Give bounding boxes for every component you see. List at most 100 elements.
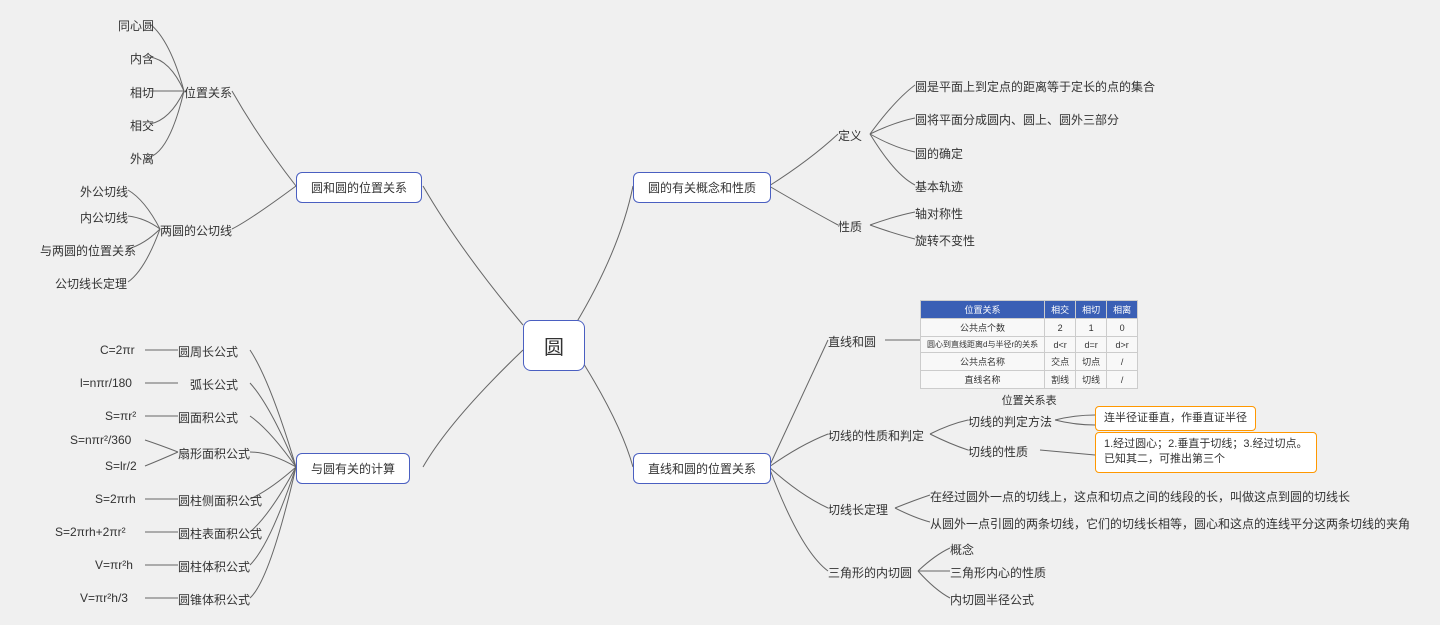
label: 圆的有关概念和性质	[648, 179, 756, 196]
position-table: 位置关系 相交 相切 相离 公共点个数210 圆心到直线距离d与半径r的关系d<…	[920, 300, 1138, 389]
leaf: 外公切线	[80, 183, 128, 200]
leaf: V=πr²h	[95, 558, 133, 572]
leaf: 与两圆的位置关系	[40, 242, 136, 259]
node-line-and-circle[interactable]: 直线和圆	[828, 333, 876, 350]
leaf: 切线的性质	[968, 443, 1028, 460]
node-circle-circle[interactable]: 圆和圆的位置关系	[296, 172, 422, 203]
callout: 1.经过圆心；2.垂直于切线；3.经过切点。 已知其二，可推出第三个	[1095, 432, 1317, 473]
leaf: 相切	[130, 84, 154, 101]
text: 弧长公式	[190, 376, 238, 393]
text: S=2πrh	[95, 492, 136, 506]
leaf: l=nπr/180	[80, 376, 132, 390]
text: 相交	[130, 117, 154, 134]
text: 圆柱体积公式	[178, 558, 250, 575]
text: 与两圆的位置关系	[40, 242, 136, 259]
leaf: S=2πrh+2πr²	[55, 525, 126, 539]
label: 圆和圆的位置关系	[311, 179, 407, 196]
node-line-circle[interactable]: 直线和圆的位置关系	[633, 453, 771, 484]
leaf: 切线的判定方法	[968, 413, 1052, 430]
leaf: 圆的确定	[915, 145, 963, 162]
leaf: 圆将平面分成圆内、圆上、圆外三部分	[915, 111, 1119, 128]
th: 相切	[1076, 301, 1107, 319]
text: 轴对称性	[915, 205, 963, 222]
node-concepts[interactable]: 圆的有关概念和性质	[633, 172, 771, 203]
leaf: 圆柱表面积公式	[178, 525, 262, 542]
text: 基本轨迹	[915, 178, 963, 195]
node-tangent-judge[interactable]: 切线的性质和判定	[828, 427, 924, 444]
leaf: S=πr²	[105, 409, 136, 423]
center-node[interactable]: 圆	[523, 320, 585, 371]
node-properties[interactable]: 性质	[838, 218, 862, 235]
td: 2	[1045, 319, 1076, 337]
label: 直线和圆的位置关系	[648, 460, 756, 477]
leaf: 弧长公式	[190, 376, 238, 393]
td: 切点	[1076, 353, 1107, 371]
leaf: 圆是平面上到定点的距离等于定长的点的集合	[915, 78, 1155, 95]
text: 圆将平面分成圆内、圆上、圆外三部分	[915, 111, 1119, 128]
leaf: 轴对称性	[915, 205, 963, 222]
text: S=nπr²/360	[70, 433, 131, 447]
leaf: S=2πrh	[95, 492, 136, 506]
text: 1.经过圆心；2.垂直于切线；3.经过切点。 已知其二，可推出第三个	[1104, 437, 1308, 468]
node-incircle[interactable]: 三角形的内切圆	[828, 564, 912, 581]
td: 1	[1076, 319, 1107, 337]
text: 外离	[130, 150, 154, 167]
text: C=2πr	[100, 343, 135, 357]
leaf: 圆周长公式	[178, 343, 238, 360]
center-label: 圆	[544, 331, 564, 360]
node-definition[interactable]: 定义	[838, 127, 862, 144]
text: 圆的确定	[915, 145, 963, 162]
leaf: 内切圆半径公式	[950, 591, 1034, 608]
label: 位置关系	[184, 84, 232, 101]
text: 直线和圆	[828, 333, 876, 350]
td: 公共点名称	[921, 353, 1045, 371]
node-calculations[interactable]: 与圆有关的计算	[296, 453, 410, 484]
leaf: 相交	[130, 117, 154, 134]
text: 内含	[130, 50, 154, 67]
text: 外公切线	[80, 183, 128, 200]
text: 内公切线	[80, 209, 128, 226]
text: 圆面积公式	[178, 409, 238, 426]
text: 切线的性质	[968, 443, 1028, 460]
text: S=2πrh+2πr²	[55, 525, 126, 539]
node-position[interactable]: 位置关系	[184, 84, 232, 101]
text: 切线长定理	[828, 501, 888, 518]
text: 圆周长公式	[178, 343, 238, 360]
leaf: 三角形内心的性质	[950, 564, 1046, 581]
th: 位置关系	[921, 301, 1045, 319]
td: 0	[1107, 319, 1138, 337]
text: 定义	[838, 127, 862, 144]
node-tangent-length[interactable]: 切线长定理	[828, 501, 888, 518]
text: l=nπr/180	[80, 376, 132, 390]
text: 圆锥体积公式	[178, 591, 250, 608]
leaf: V=πr²h/3	[80, 591, 128, 605]
leaf: 内公切线	[80, 209, 128, 226]
text: 相切	[130, 84, 154, 101]
text: 圆柱侧面积公式	[178, 492, 262, 509]
text: 圆是平面上到定点的距离等于定长的点的集合	[915, 78, 1155, 95]
td: d<r	[1045, 337, 1076, 353]
leaf: 内含	[130, 50, 154, 67]
td: d=r	[1076, 337, 1107, 353]
leaf: 从圆外一点引圆的两条切线，它们的切线长相等，圆心和这点的连线平分这两条切线的夹角	[930, 515, 1410, 532]
th: 相交	[1045, 301, 1076, 319]
text: 同心圆	[118, 17, 154, 34]
text: S=lr/2	[105, 459, 137, 473]
td: /	[1107, 353, 1138, 371]
text: S=πr²	[105, 409, 136, 423]
text: 从圆外一点引圆的两条切线，它们的切线长相等，圆心和这点的连线平分这两条切线的夹角	[930, 515, 1410, 532]
text: V=πr²h/3	[80, 591, 128, 605]
td: 交点	[1045, 353, 1076, 371]
text: 圆柱表面积公式	[178, 525, 262, 542]
leaf: 在经过圆外一点的切线上，这点和切点之间的线段的长，叫做这点到圆的切线长	[930, 488, 1350, 505]
node-common-tangent[interactable]: 两圆的公切线	[160, 222, 232, 239]
table-container: 位置关系 相交 相切 相离 公共点个数210 圆心到直线距离d与半径r的关系d<…	[920, 300, 1138, 408]
text: 公切线长定理	[55, 275, 127, 292]
td: 割线	[1045, 371, 1076, 389]
text: 切线的性质和判定	[828, 427, 924, 444]
text: 性质	[838, 218, 862, 235]
text: 三角形内心的性质	[950, 564, 1046, 581]
text: 扇形面积公式	[178, 445, 250, 462]
th: 相离	[1107, 301, 1138, 319]
leaf: S=lr/2	[105, 459, 137, 473]
